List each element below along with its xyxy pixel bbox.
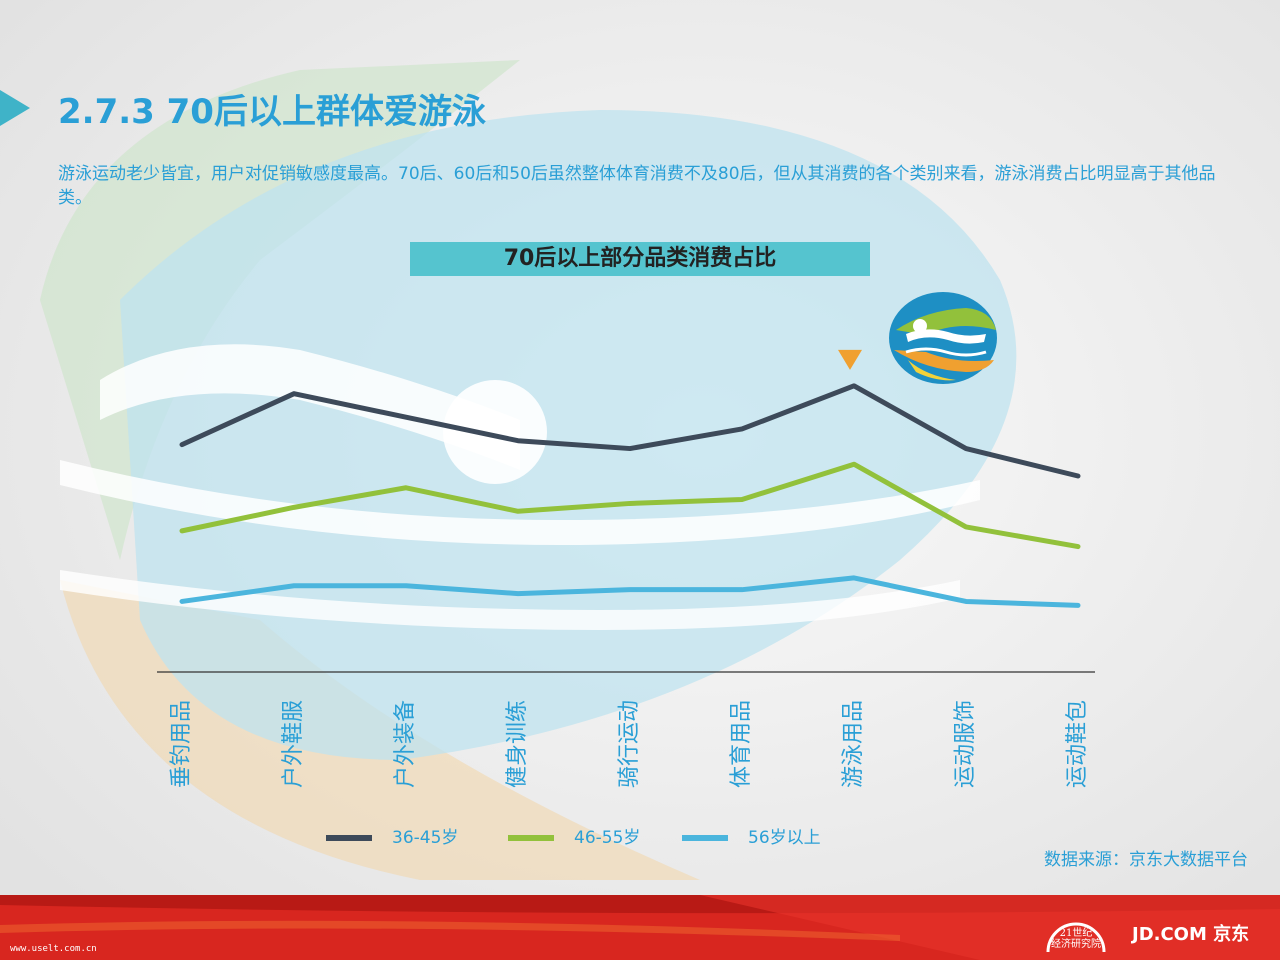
data-source: 数据来源：京东大数据平台 <box>1044 850 1248 870</box>
legend-label-0: 36-45岁 <box>392 828 458 848</box>
x-tick-label: 游泳用品 <box>841 700 866 788</box>
series-line-1 <box>179 461 1081 550</box>
x-tick-label: 户外装备 <box>393 700 418 788</box>
x-tick-label: 运动鞋包 <box>1065 700 1090 788</box>
x-tick-label: 健身训练 <box>505 700 530 788</box>
legend-label-1: 46-55岁 <box>574 828 640 848</box>
series-line-2 <box>179 575 1081 608</box>
jd-logo: JD.COM 京东 <box>1132 924 1250 945</box>
x-tick-label: 垂钓用品 <box>169 700 194 788</box>
logo-21-line1: 21世纪 <box>1059 928 1093 939</box>
page-title: 2.7.3 70后以上群体爱游泳 <box>58 92 486 132</box>
swimming-icon <box>889 292 997 384</box>
marker-triangle-icon <box>838 349 862 370</box>
chart-title: 70后以上部分品类消费占比 <box>410 242 870 276</box>
logo-21-line2: 经济研究院 <box>1051 939 1101 950</box>
x-tick-label: 体育用品 <box>729 700 754 788</box>
x-tick-label: 户外鞋服 <box>281 700 306 788</box>
page-description: 游泳运动老少皆宜，用户对促销敏感度最高。70后、60后和50后虽然整体体育消费不… <box>58 164 1216 208</box>
legend-label-2: 56岁以上 <box>748 828 821 848</box>
corner-arrow-icon <box>0 90 30 126</box>
logo-21-text: 21世纪 经济研究院 <box>1048 928 1104 950</box>
series-line-0 <box>179 383 1081 479</box>
footer-url: www.uselt.com.cn <box>10 944 97 954</box>
x-tick-label: 运动服饰 <box>953 700 978 788</box>
x-tick-label: 骑行运动 <box>617 700 642 788</box>
logo-21-icon <box>1046 922 1106 953</box>
footer-band <box>0 895 1280 960</box>
